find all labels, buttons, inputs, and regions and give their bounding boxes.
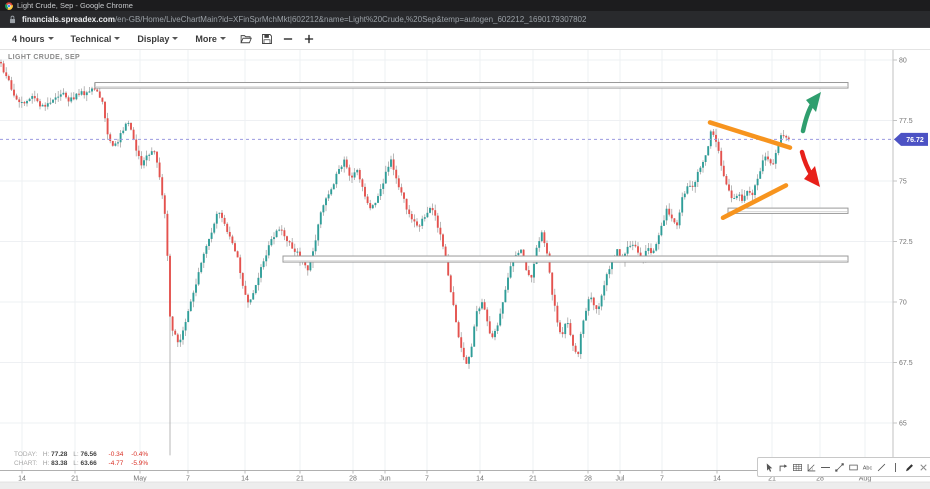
today-info-row: TODAY: H: 77.28 L: 76.56 -0.34 -0.4% [14, 451, 148, 460]
wedge-upper [707, 120, 793, 150]
chrome-icon [5, 1, 13, 10]
svg-text:28: 28 [349, 476, 357, 483]
last-price-badge [894, 132, 928, 146]
chart-menubar: 4 hours Technical Display More [0, 28, 930, 50]
minus-icon [283, 37, 293, 40]
folder-open-icon [240, 34, 252, 43]
chart-info-panel: TODAY: H: 77.28 L: 76.56 -0.34 -0.4% CHA… [14, 451, 148, 468]
url-domain: financials.spreadex.com [22, 14, 115, 24]
svg-text:Aug: Aug [859, 476, 872, 483]
pencil-tool-icon[interactable] [903, 461, 915, 473]
plus-icon [304, 34, 314, 43]
chart-change-value: -4.77 [108, 459, 124, 467]
menu-technical[interactable]: Technical [66, 31, 126, 47]
svg-text:76.72: 76.72 [906, 137, 924, 144]
chevron-down-icon [172, 37, 179, 40]
svg-text:65: 65 [899, 421, 907, 428]
svg-text:14: 14 [241, 476, 249, 483]
low-key: L: [73, 451, 79, 458]
svg-text:7: 7 [186, 476, 190, 483]
today-label: TODAY: [14, 451, 38, 458]
lock-icon [9, 15, 16, 23]
menu-timeframe-label: 4 hours [12, 33, 45, 44]
svg-text:Jun: Jun [379, 476, 390, 483]
svg-text:80: 80 [899, 58, 907, 65]
menu-slot: 4 hours Technical Display More [7, 31, 238, 47]
trendline-tool-icon[interactable] [833, 461, 845, 473]
text-tool-icon[interactable]: Abc [861, 461, 873, 473]
chart-high-value: 83.38 [51, 459, 68, 467]
today-high-value: 77.28 [51, 451, 68, 458]
chevron-down-icon [219, 37, 226, 40]
support-zone-middle [282, 255, 849, 263]
chart-info-row: CHART: H: 83.38 L: 63.66 -4.77 -5.9% [14, 460, 148, 469]
window-title: Light Crude, Sep - Google Chrome [17, 1, 133, 10]
svg-text:28: 28 [816, 476, 824, 483]
svg-text:14: 14 [18, 476, 26, 483]
svg-text:21: 21 [768, 476, 776, 483]
url-path: /en-GB/Home/LiveChartMain?id=XFinSprMchM… [114, 14, 587, 24]
svg-text:77.5: 77.5 [899, 118, 913, 125]
trend-angle-tool-icon[interactable] [805, 461, 817, 473]
ray-tool-icon[interactable] [875, 461, 887, 473]
svg-text:Jul: Jul [616, 476, 625, 483]
horizontal-line-tool-icon[interactable] [819, 461, 831, 473]
menu-display[interactable]: Display [132, 31, 183, 47]
chevron-down-icon [114, 37, 121, 40]
chart-label: CHART: [14, 459, 38, 467]
svg-text:70: 70 [899, 300, 907, 307]
menu-timeframe[interactable]: 4 hours [7, 31, 59, 47]
chart-change-percent: -5.9% [131, 459, 149, 467]
svg-text:14: 14 [476, 476, 484, 483]
today-low-value: 76.56 [80, 451, 97, 458]
browser-urlbar[interactable]: financials.spreadex.com/en-GB/Home/LiveC… [0, 11, 930, 28]
menu-more[interactable]: More [190, 31, 231, 47]
polyline-tool-icon[interactable] [777, 461, 789, 473]
svg-text:21: 21 [296, 476, 304, 483]
menu-more-label: More [195, 33, 217, 44]
svg-text:21: 21 [529, 476, 537, 483]
svg-text:Abc: Abc [862, 465, 872, 471]
open-layout-button[interactable] [238, 31, 254, 47]
svg-text:May: May [133, 476, 147, 483]
today-change-value: -0.34 [108, 451, 124, 458]
drawing-toolbar: Abc [757, 457, 930, 477]
browser-titlebar: Light Crude, Sep - Google Chrome [0, 0, 930, 11]
save-icon [261, 33, 272, 44]
close-tool-icon[interactable] [917, 461, 929, 473]
symbol-label: LIGHT CRUDE, SEP [8, 54, 81, 61]
today-change-percent: -0.4% [131, 451, 149, 458]
zoom-in-button[interactable] [301, 31, 317, 47]
url-text[interactable]: financials.spreadex.com/en-GB/Home/LiveC… [22, 15, 586, 24]
save-chart-button[interactable] [259, 31, 275, 47]
rectangle-tool-icon[interactable] [847, 461, 859, 473]
svg-text:72.5: 72.5 [899, 239, 913, 246]
svg-text:14: 14 [713, 476, 721, 483]
chevron-down-icon [47, 37, 54, 40]
wedge-lower [720, 183, 789, 221]
chart-low-value: 63.66 [80, 459, 97, 467]
menu-display-label: Display [137, 33, 170, 44]
support-zone-lower [727, 207, 849, 214]
vertical-line-tool-icon[interactable] [889, 461, 901, 473]
svg-text:21: 21 [71, 476, 79, 483]
pointer-tool-icon[interactable] [763, 461, 775, 473]
resistance-zone-upper [94, 82, 849, 89]
svg-text:7: 7 [660, 476, 664, 483]
grid-tool-icon[interactable] [791, 461, 803, 473]
svg-text:75: 75 [899, 179, 907, 186]
svg-text:67.5: 67.5 [899, 360, 913, 367]
low-key: L: [73, 459, 79, 467]
svg-text:7: 7 [425, 476, 429, 483]
high-key: H: [42, 451, 50, 458]
zoom-out-button[interactable] [280, 31, 296, 47]
high-key: H: [42, 459, 50, 467]
svg-text:28: 28 [584, 476, 592, 483]
menu-technical-label: Technical [70, 33, 112, 44]
